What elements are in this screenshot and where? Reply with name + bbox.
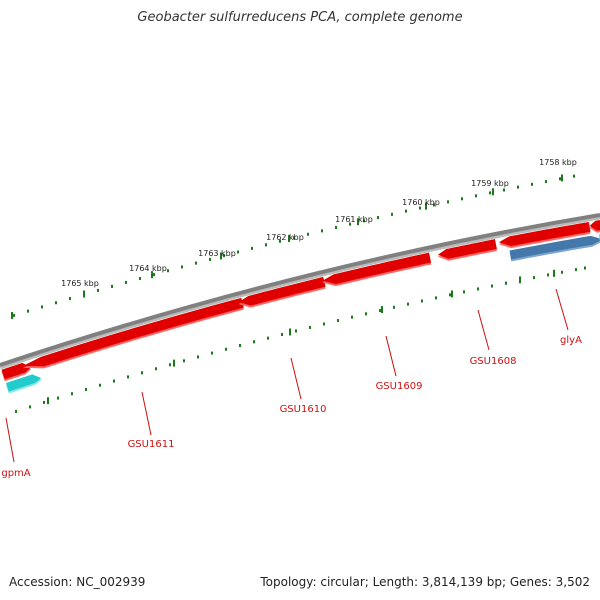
- backbone-line: [0, 213, 600, 367]
- gene-label: GSU1608: [470, 356, 517, 367]
- gene-arrow-GSU1611: [23, 297, 244, 367]
- gene-arrow-GSU1609: [322, 252, 432, 285]
- gene-features: [1, 220, 600, 394]
- scale-ticks-outer: [11, 174, 575, 319]
- gene-arrow-gpmA-partial: [1, 362, 32, 380]
- gene-leader-line: [5, 417, 15, 463]
- gene-arrow-next: [589, 220, 600, 231]
- scale-label: 1762 kbp: [266, 233, 304, 242]
- gene-leader-line: [555, 288, 569, 331]
- genome-backbone: [0, 213, 600, 370]
- gene-leader-line: [141, 391, 152, 436]
- gene-leader-line: [385, 335, 397, 377]
- gene-arrow-GSU1610: [238, 276, 326, 306]
- gene-label: GSU1610: [280, 404, 327, 415]
- scale-labels: 1758 kbp 1759 kbp 1760 kbp 1761 kbp 1762 kbp…: [61, 158, 577, 288]
- scale-ticks-inner: [15, 266, 586, 413]
- scale-label: 1761 kbp: [335, 215, 373, 224]
- gene-labels: gpmA GSU1611 GSU1610 GSU1609 GSU1608 glyA: [1, 288, 582, 479]
- map-title: Geobacter sulfurreducens PCA, complete g…: [137, 10, 463, 25]
- gene-label: gpmA: [1, 468, 30, 479]
- genome-summary: Topology: circular; Length: 3,814,139 bp…: [260, 575, 590, 589]
- gene-arrow-blue: [509, 235, 600, 260]
- scale-label: 1764 kbp: [129, 264, 167, 273]
- gene-label: glyA: [560, 335, 582, 346]
- scale-label: 1759 kbp: [471, 179, 509, 188]
- gene-arrow-glyA: [498, 221, 591, 247]
- gene-label: GSU1611: [128, 439, 175, 450]
- scale-label: 1760 kbp: [402, 198, 440, 207]
- scale-label: 1758 kbp: [539, 158, 577, 167]
- scale-label: 1765 kbp: [61, 279, 99, 288]
- scale-label: 1763 kbp: [198, 249, 236, 258]
- gene-leader-line: [477, 309, 490, 351]
- accession-text: Accession: NC_002939: [9, 575, 146, 589]
- gene-label: GSU1609: [376, 381, 423, 392]
- gene-arrow-cyan: [6, 374, 42, 392]
- gene-leader-line: [290, 357, 302, 400]
- gene-arrow-GSU1608: [438, 239, 497, 259]
